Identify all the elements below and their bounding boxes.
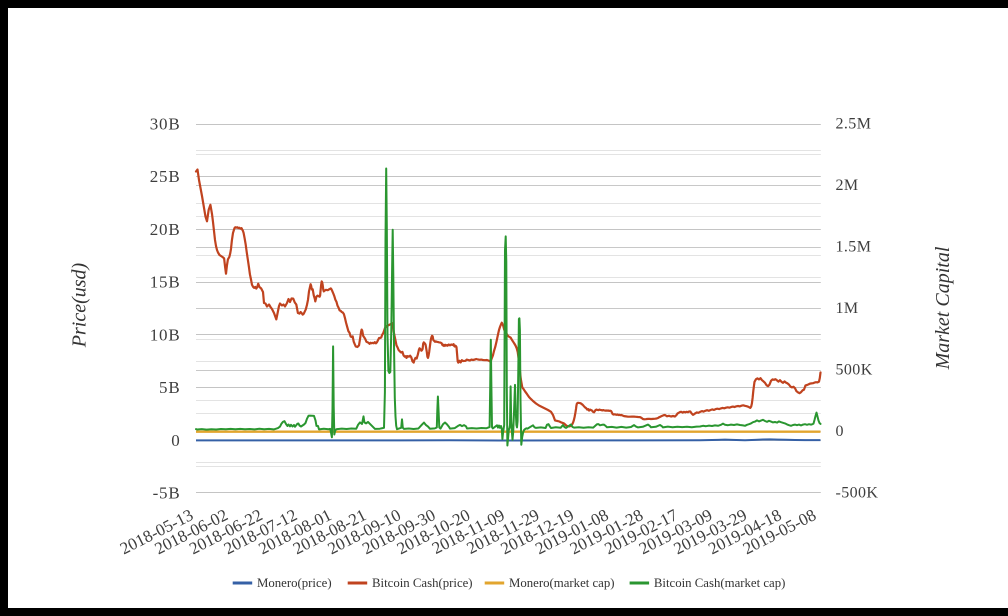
svg-text:Price(usd): Price(usd) [68,262,90,348]
svg-text:0: 0 [171,431,180,450]
svg-text:-5B: -5B [153,484,181,503]
svg-text:2.5M: 2.5M [836,116,872,133]
svg-text:Bitcoin Cash(price): Bitcoin Cash(price) [372,576,473,590]
svg-text:Monero(market cap): Monero(market cap) [509,576,615,590]
svg-text:Monero(price): Monero(price) [257,576,332,590]
svg-text:25B: 25B [150,167,181,186]
svg-text:20B: 20B [150,220,181,239]
svg-text:-500K: -500K [836,485,879,502]
svg-text:2M: 2M [836,177,859,194]
svg-text:15B: 15B [150,273,181,292]
svg-text:1.5M: 1.5M [836,239,872,256]
svg-text:500K: 500K [836,362,873,379]
svg-text:5B: 5B [159,378,180,397]
svg-text:10B: 10B [150,325,181,344]
svg-text:30B: 30B [150,115,181,134]
svg-text:0: 0 [836,423,844,440]
svg-text:Market Capital: Market Capital [932,246,954,370]
svg-text:Bitcoin Cash(market cap): Bitcoin Cash(market cap) [654,576,785,590]
svg-text:1M: 1M [836,300,859,317]
